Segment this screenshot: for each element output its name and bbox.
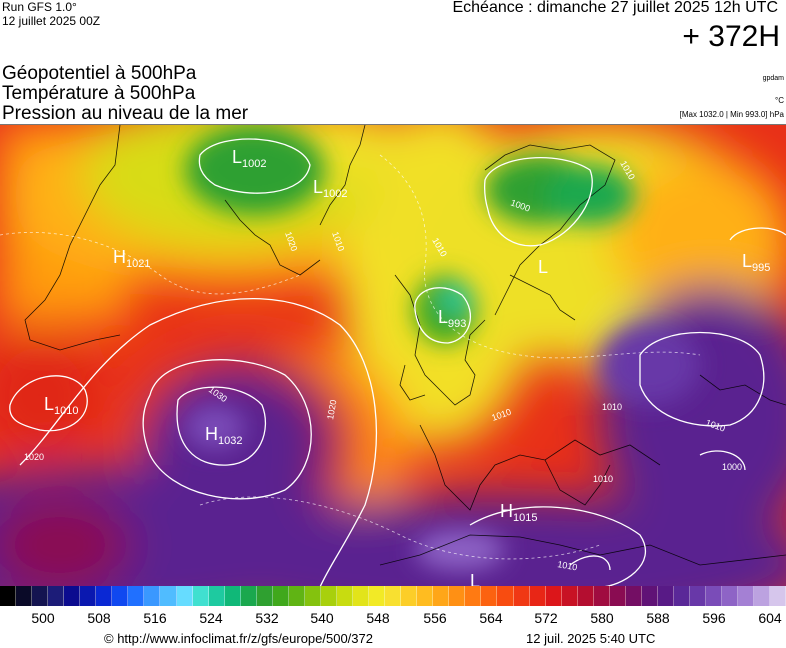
color-scale-swatch [16, 586, 33, 606]
low-center-1010: L1010 [44, 394, 79, 417]
color-scale-swatch [80, 586, 97, 606]
low-center-africa: L [470, 571, 480, 587]
color-scale-swatch [96, 586, 113, 606]
scale-tick-label: 572 [534, 610, 558, 626]
high-center-1015: H1015 [500, 501, 537, 524]
scale-tick-label: 596 [702, 610, 726, 626]
color-scale-swatch [497, 586, 514, 606]
isobar-label: 1010 [602, 402, 622, 412]
low-center-995: L995 [742, 251, 770, 274]
isobar-label: 1020 [24, 452, 44, 462]
high-center-1021: H1021 [113, 247, 150, 270]
color-scale-swatch [385, 586, 402, 606]
color-scale-swatch [690, 586, 707, 606]
color-scale-swatch [641, 586, 658, 606]
color-scale-swatch [256, 586, 273, 606]
color-scale-swatch [625, 586, 642, 606]
weather-map[interactable]: H1032 H1021 H1015 L1002 L1002 L993 L1010… [0, 124, 786, 587]
color-scale-swatch [481, 586, 498, 606]
scale-tick-label: 604 [758, 610, 782, 626]
scale-tick-label: 524 [199, 610, 223, 626]
pressure-center-labels: H1032 H1021 H1015 L1002 L1002 L993 L1010… [44, 147, 770, 587]
color-scale-swatch [224, 586, 241, 606]
color-scale-ticks: 500 508 516 524 532 540 548 556 564 572 … [0, 610, 786, 628]
color-scale-swatch [0, 586, 17, 606]
color-scale-swatch [449, 586, 466, 606]
color-scale-swatch [192, 586, 209, 606]
color-scale-swatch [545, 586, 562, 606]
color-scale-swatch [336, 586, 354, 606]
color-scale-swatch [272, 586, 289, 606]
unit-geopotential: gpdam [762, 75, 784, 82]
color-scale-swatch [320, 586, 337, 606]
scale-tick-label: 580 [590, 610, 614, 626]
scale-tick-label: 548 [366, 610, 390, 626]
color-scale-swatch [706, 586, 723, 606]
color-scale-swatch [353, 586, 370, 606]
low-center-993: L993 [438, 307, 466, 330]
color-scale-swatch [64, 586, 81, 606]
color-scale-swatch [738, 586, 755, 606]
color-scale-swatch [176, 586, 193, 606]
color-scale-swatch [128, 586, 145, 606]
scale-tick-label: 508 [87, 610, 111, 626]
scale-tick-label: 556 [423, 610, 447, 626]
temperature-isotherms [0, 154, 701, 560]
forecast-valid-time: Echéance : dimanche 27 juillet 2025 12h … [452, 0, 778, 16]
color-scale-swatch [208, 586, 225, 606]
color-scale-swatch [433, 586, 450, 606]
run-date: 12 juillet 2025 00Z [2, 14, 101, 28]
unit-temperature: °C [775, 96, 784, 105]
color-scale-swatch [240, 586, 257, 606]
color-scale-swatch [657, 586, 674, 606]
isobar-label: 1010 [593, 474, 613, 484]
color-scale-swatch [304, 586, 321, 606]
scale-tick-label: 588 [646, 610, 670, 626]
title-pressure: Pression au niveau de la mer [2, 103, 249, 124]
color-scale-swatch [754, 586, 771, 606]
color-scale-swatch [144, 586, 161, 606]
color-scale-swatch [32, 586, 49, 606]
scale-tick-label: 516 [143, 610, 167, 626]
isobar-label: 1010 [557, 559, 578, 572]
scale-tick-label: 500 [31, 610, 55, 626]
color-scale-swatch [609, 586, 626, 606]
high-center-1032: H1032 [205, 424, 242, 447]
color-scale-bar [0, 586, 786, 606]
isobar-label: 1020 [325, 399, 338, 420]
title-geopotential: Géopotentiel à 500hPa [2, 63, 197, 84]
color-scale-swatch [48, 586, 65, 606]
generation-timestamp: 12 juil. 2025 5:40 UTC [526, 631, 656, 646]
color-scale-swatch [770, 586, 786, 606]
color-scale-swatch [401, 586, 418, 606]
coastlines [24, 125, 786, 566]
source-credit[interactable]: © http://www.infoclimat.fr/z/gfs/europe/… [104, 631, 373, 646]
color-scale-swatch [417, 586, 434, 606]
isobars [9, 138, 786, 587]
run-label: Run GFS 1.0° [2, 0, 77, 14]
color-scale-swatch [288, 586, 305, 606]
geopotential-field [0, 125, 786, 587]
low-center-1002-a: L1002 [232, 147, 267, 170]
low-center-1002-b: L1002 [313, 177, 348, 200]
color-scale-swatch [722, 586, 739, 606]
low-center-scandinavia: L [538, 257, 548, 277]
scale-tick-label: 532 [255, 610, 279, 626]
color-scale-swatch [112, 586, 129, 606]
title-temperature: Température à 500hPa [2, 83, 196, 104]
color-scale-swatch [369, 586, 386, 606]
color-scale-swatch [593, 586, 610, 606]
color-scale-swatch [529, 586, 546, 606]
color-scale-swatch [561, 586, 578, 606]
scale-tick-label: 540 [310, 610, 334, 626]
color-scale-swatch [513, 586, 530, 606]
scale-tick-label: 564 [479, 610, 503, 626]
unit-pressure-range: [Max 1032.0 | Min 993.0] hPa [679, 110, 784, 119]
color-scale-swatch [465, 586, 482, 606]
isobar-label: 1000 [722, 462, 742, 472]
color-scale-swatch [160, 586, 177, 606]
lead-time: + 372H [682, 20, 780, 53]
color-scale-swatch [577, 586, 594, 606]
color-scale-swatch [673, 586, 691, 606]
